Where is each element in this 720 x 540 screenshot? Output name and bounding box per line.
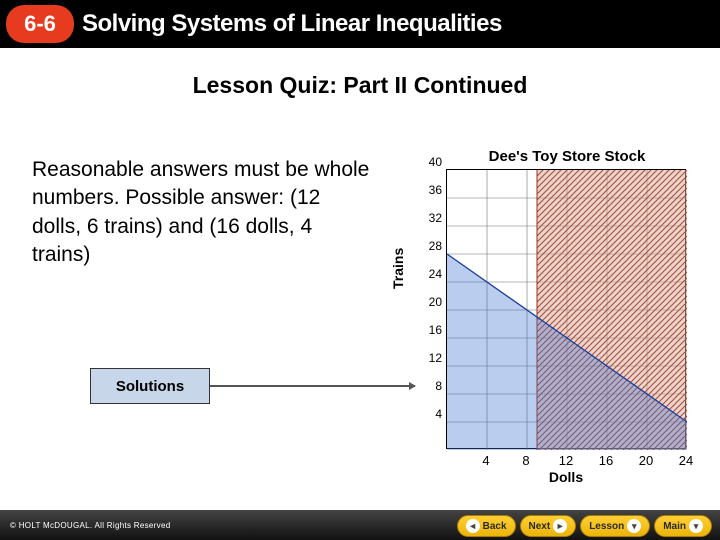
- back-arrow-icon: ◄: [466, 519, 480, 533]
- chart-title: Dee's Toy Store Stock: [434, 148, 700, 165]
- main-button[interactable]: Main▾: [654, 515, 712, 537]
- chart-yticks: 481216202428323640: [414, 161, 444, 449]
- lesson-number-badge: 6-6: [6, 5, 74, 43]
- main-button-label: Main: [663, 521, 686, 532]
- lesson-button[interactable]: Lesson▾: [580, 515, 650, 537]
- body-paragraph: Reasonable answers must be whole numbers…: [32, 156, 372, 269]
- next-arrow-icon: ►: [553, 519, 567, 533]
- chart-svg: [447, 170, 687, 450]
- back-button[interactable]: ◄Back: [457, 515, 516, 537]
- chart-area: Trains 481216202428323640 4812162024 Dol…: [400, 169, 700, 489]
- chart-xlabel: Dolls: [446, 469, 686, 485]
- footer-bar: © HOLT McDOUGAL. All Rights Reserved ◄Ba…: [0, 510, 720, 540]
- solutions-callout-arrow: [210, 385, 415, 387]
- lesson-dropdown-icon: ▾: [627, 519, 641, 533]
- content-area: Lesson Quiz: Part II Continued Reasonabl…: [0, 48, 720, 510]
- page-subtitle: Lesson Quiz: Part II Continued: [0, 72, 720, 99]
- copyright-text: © HOLT McDOUGAL. All Rights Reserved: [10, 521, 170, 530]
- lesson-button-label: Lesson: [589, 521, 624, 532]
- solutions-callout-box: Solutions: [90, 368, 210, 404]
- next-button[interactable]: Next►: [520, 515, 577, 537]
- next-button-label: Next: [529, 521, 551, 532]
- back-button-label: Back: [483, 521, 507, 532]
- chart-ylabel: Trains: [390, 248, 406, 289]
- chart-container: Dee's Toy Store Stock Trains 48121620242…: [400, 148, 700, 489]
- nav-buttons: ◄Back Next► Lesson▾ Main▾: [457, 515, 712, 537]
- chart-plot: [446, 169, 686, 449]
- main-dropdown-icon: ▾: [689, 519, 703, 533]
- header-title: Solving Systems of Linear Inequalities: [82, 10, 502, 38]
- header-bar: 6-6 Solving Systems of Linear Inequaliti…: [0, 0, 720, 48]
